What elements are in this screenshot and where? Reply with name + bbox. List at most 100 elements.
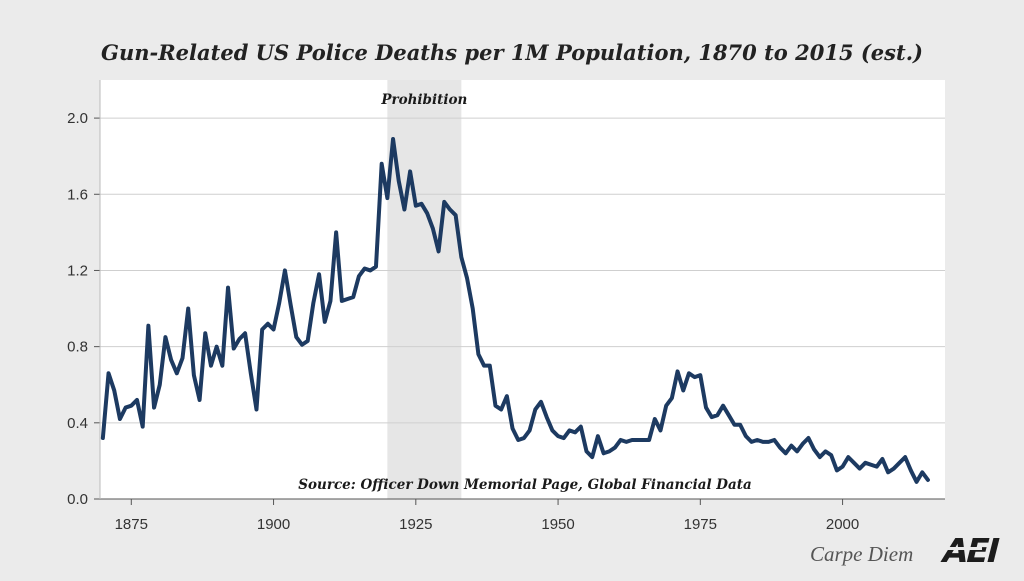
data-point [846,455,850,459]
data-point [482,364,486,368]
y-tick-label: 0.4 [67,415,88,432]
data-point [129,404,133,408]
data-point [465,276,469,280]
data-point [607,449,611,453]
gridlines [100,117,945,424]
data-point [801,442,805,446]
data-point [784,451,788,455]
data-point [425,211,429,215]
data-point [710,415,714,419]
data-point [715,413,719,417]
data-point [567,428,572,433]
data-point [368,268,372,273]
data-point [823,449,828,453]
data-point [146,324,150,328]
data-point [380,162,384,166]
data-point [721,404,725,408]
data-points [101,137,930,484]
data-point [698,373,702,377]
data-point [476,352,481,356]
y-tick-label: 1.6 [67,186,88,203]
x-tick-label: 1925 [399,516,432,533]
data-point [545,415,549,419]
data-point [431,226,435,231]
y-tick-label: 0.0 [67,491,88,508]
data-point [192,373,196,377]
data-point [408,169,412,174]
data-point [903,455,907,459]
data-point [630,438,634,442]
data-point [414,204,418,208]
chart-title: Gun-Related US Police Deaths per 1M Popu… [101,40,923,65]
data-point [852,461,856,465]
data-point [215,345,219,349]
data-point [795,449,799,453]
data-point [493,404,498,408]
data-point [106,371,111,375]
data-point [220,364,224,368]
data-point [624,440,628,444]
data-point [374,265,378,269]
data-point [311,301,315,305]
data-point [351,295,355,299]
data-point [869,463,873,467]
data-point [152,405,156,410]
data-point [579,425,583,429]
data-point [340,299,344,303]
y-tick-label: 1.2 [67,262,88,279]
data-point [277,301,281,305]
y-tick-label: 0.8 [67,339,88,356]
data-point [448,207,452,212]
data-point [727,413,731,417]
data-point [397,179,401,183]
data-point [266,322,270,326]
data-point [738,423,742,427]
data-point [926,478,930,482]
data-point [323,320,327,324]
x-tick-label: 1900 [257,516,290,533]
data-point [294,335,298,339]
data-point [840,465,845,469]
data-point [573,430,577,434]
carpe-diem-brand: Carpe Diem [810,542,914,566]
data-point [135,398,139,402]
data-point [528,428,532,433]
data-point [829,453,833,457]
data-point [357,274,361,278]
data-point [289,303,293,307]
data-point [226,285,230,290]
x-tick-label: 2000 [826,516,859,533]
plot-area [100,80,945,499]
data-point [619,438,623,442]
data-point [385,196,389,200]
data-point [180,356,185,360]
data-point [471,306,475,311]
x-tick-label: 1950 [541,516,574,533]
data-point [254,407,259,412]
prohibition-label: Prohibition [380,92,467,108]
data-point [749,440,754,444]
data-point [636,438,640,442]
data-point [209,364,213,368]
data-point [169,358,173,362]
aei-logo-icon: AEI [938,531,1002,567]
data-point [886,470,890,474]
data-point [436,249,441,254]
data-point [681,388,685,393]
data-point [880,457,885,461]
x-tick-label: 1875 [115,516,148,533]
data-point [590,455,594,459]
data-point [237,337,242,341]
data-point [772,438,776,442]
prohibition-shading [387,80,462,499]
data-point [505,394,509,398]
data-point [675,369,680,373]
data-point [875,465,879,469]
data-point [550,428,554,433]
data-point [812,447,816,452]
data-point [806,436,811,440]
data-point [533,407,537,412]
data-point [601,451,606,455]
data-point [300,343,304,347]
